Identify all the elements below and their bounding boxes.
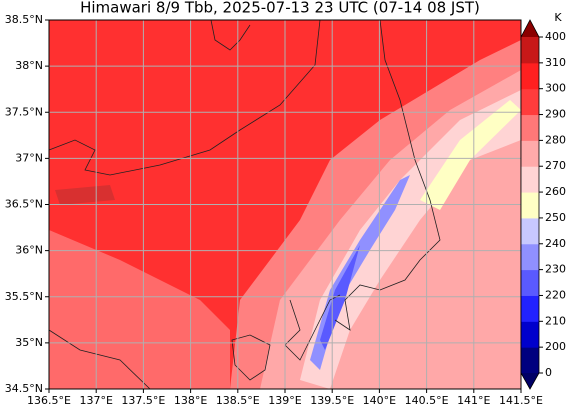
y-tick-label: 35.5°N [5,290,43,303]
colorbar-band [521,192,539,219]
y-tick-label: 37°N [15,151,43,164]
colorbar-label: 250 [545,211,566,224]
colorbar-label: 230 [545,263,566,276]
x-tick-label: 140.5°E [405,394,449,407]
colorbar-label: 200 [545,340,566,353]
y-tick-label: 36.5°N [5,198,43,211]
colorbar-label: 240 [545,237,566,250]
colorbar-band [521,243,539,271]
x-tick-label: 139.5°E [310,394,354,407]
x-tick-label: 138.5°E [216,394,260,407]
colorbar-band [521,140,539,167]
colorbar-label: 300 [545,82,566,95]
y-tick-label: 35°N [15,336,43,349]
colorbar-over [521,20,539,37]
colorbar-label: 260 [545,185,566,198]
colorbar-band [521,217,539,245]
x-tick-label: 136.5°E [27,394,71,407]
x-tick-label: 138°E [174,394,207,407]
colorbar-band [521,166,539,193]
colorbar-label: 400 [545,30,566,43]
x-tick-label: 141.5°E [499,394,543,407]
colorbar-band [521,295,539,322]
colorbar-label: 210 [545,314,566,327]
y-tick-label: 36°N [15,244,43,257]
y-tick-label: 34.5°N [5,382,43,395]
colorbar-label: 310 [545,56,566,69]
y-tick-label: 38°N [15,59,43,72]
x-tick-label: 141°E [457,394,490,407]
x-tick-label: 137.5°E [121,394,165,407]
y-tick-label: 37.5°N [5,105,43,118]
x-tick-label: 139°E [268,394,301,407]
colorbar-label: 0 [545,366,552,379]
colorbar-unit: K [554,11,562,24]
colorbar-label: 290 [545,108,566,121]
colorbar-band [521,88,539,116]
x-tick-label: 140°E [363,394,396,407]
colorbar-label: 220 [545,288,566,301]
colorbar-band [521,269,539,296]
coastline [48,19,441,390]
colorbar-band [521,347,539,374]
map-title: Himawari 8/9 Tbb, 2025-07-13 23 UTC (07-… [80,0,480,17]
colorbar-band [521,114,539,141]
colorbar-under [521,373,539,389]
y-tick-label: 38.5°N [5,13,43,26]
colorbar-band [521,37,539,64]
colorbar-label: 270 [545,159,566,172]
x-tick-label: 137°E [79,394,112,407]
colorbar-band [521,321,539,348]
colorbar-band [521,62,539,90]
colorbar-label: 280 [545,133,566,146]
